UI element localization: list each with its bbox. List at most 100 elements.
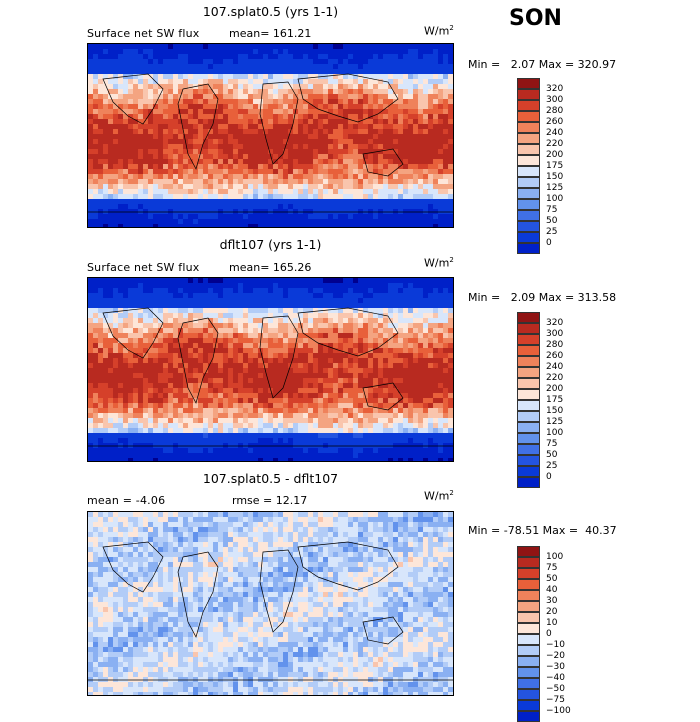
colorbar-swatch — [517, 568, 540, 579]
colorbar-swatch — [517, 433, 540, 444]
colorbar-tick-label: 125 — [546, 418, 563, 427]
colorbar-swatch — [517, 177, 540, 188]
colorbar-tick-label: 150 — [546, 407, 563, 416]
units-label: W/m2 — [424, 256, 454, 270]
colorbar-swatch — [517, 590, 540, 601]
colorbar-tick-label: 0 — [546, 630, 552, 639]
colorbar-swatch — [517, 700, 540, 711]
colorbar-tick-label: 0 — [546, 239, 552, 248]
colorbar-swatch — [517, 546, 540, 557]
colorbar-swatch — [517, 612, 540, 623]
colorbar-swatch — [517, 711, 540, 722]
colorbar-swatch — [517, 210, 540, 221]
colorbar-swatch — [517, 144, 540, 155]
min-max-label: Min = -78.51 Max = 40.37 — [468, 524, 617, 537]
colorbar-swatch — [517, 78, 540, 89]
colorbar-tick-label: 40 — [546, 586, 557, 595]
colorbar-swatch — [517, 623, 540, 634]
colorbar-swatch — [517, 634, 540, 645]
colorbar-tick-label: 30 — [546, 597, 557, 606]
colorbar-swatch — [517, 422, 540, 433]
colorbar-swatch — [517, 188, 540, 199]
map-field — [87, 511, 454, 696]
panel-title: 107.splat0.5 (yrs 1-1) — [87, 4, 454, 19]
colorbar-swatch — [517, 400, 540, 411]
colorbar-swatch — [517, 312, 540, 323]
variable-label: Surface net SW flux — [87, 261, 200, 274]
rmse-label: rmse = 12.17 — [232, 494, 307, 507]
colorbar-swatch — [517, 100, 540, 111]
colorbar-tick-label: 175 — [546, 396, 563, 405]
colorbar-swatch — [517, 645, 540, 656]
colorbar-swatch — [517, 378, 540, 389]
map-field — [87, 277, 454, 462]
colorbar-tick-label: 220 — [546, 374, 563, 383]
colorbar-tick-label: 75 — [546, 564, 557, 573]
map-plot — [88, 44, 453, 227]
colorbar-swatch — [517, 444, 540, 455]
colorbar-tick-label: 75 — [546, 206, 557, 215]
colorbar-swatch — [517, 579, 540, 590]
colorbar-tick-label: 300 — [546, 330, 563, 339]
colorbar-tick-label: 25 — [546, 228, 557, 237]
colorbar-tick-label: 25 — [546, 462, 557, 471]
panel-title: dflt107 (yrs 1-1) — [87, 237, 454, 252]
colorbar-swatch — [517, 334, 540, 345]
colorbar-tick-label: 100 — [546, 429, 563, 438]
colorbar-tick-label: 200 — [546, 385, 563, 394]
panel-title: 107.splat0.5 - dflt107 — [87, 471, 454, 486]
colorbar-swatch — [517, 243, 540, 254]
variable-label: Surface net SW flux — [87, 27, 200, 40]
colorbar-swatch — [517, 166, 540, 177]
colorbar-tick-label: 100 — [546, 195, 563, 204]
colorbar-swatch — [517, 221, 540, 232]
map-plot — [88, 512, 453, 695]
colorbar-swatch — [517, 477, 540, 488]
colorbar-tick-label: 75 — [546, 440, 557, 449]
colorbar-swatch — [517, 601, 540, 612]
min-max-label: Min = 2.07 Max = 320.97 — [468, 58, 616, 71]
mean-label: mean= 161.21 — [229, 27, 311, 40]
colorbar-tick-label: −40 — [546, 674, 565, 683]
colorbar-swatch — [517, 557, 540, 568]
map-plot — [88, 278, 453, 461]
colorbar-swatch — [517, 122, 540, 133]
units-label: W/m2 — [424, 24, 454, 38]
colorbar-swatch — [517, 367, 540, 378]
colorbar-swatch — [517, 89, 540, 100]
colorbar-swatch — [517, 155, 540, 166]
colorbar-tick-label: 220 — [546, 140, 563, 149]
colorbar-tick-label: −30 — [546, 663, 565, 672]
colorbar-tick-label: 200 — [546, 151, 563, 160]
colorbar-tick-label: 175 — [546, 162, 563, 171]
colorbar-swatch — [517, 389, 540, 400]
colorbar-tick-label: 0 — [546, 473, 552, 482]
colorbar-swatch — [517, 111, 540, 122]
colorbar-tick-label: −100 — [546, 707, 571, 716]
colorbar-tick-label: 50 — [546, 451, 557, 460]
colorbar-swatch — [517, 199, 540, 210]
colorbar-tick-label: −10 — [546, 641, 565, 650]
map-field — [87, 43, 454, 228]
colorbar-tick-label: 20 — [546, 608, 557, 617]
colorbar-tick-label: 240 — [546, 363, 563, 372]
colorbar-tick-label: 280 — [546, 341, 563, 350]
colorbar-swatch — [517, 466, 540, 477]
colorbar-tick-label: 125 — [546, 184, 563, 193]
mean-label: mean= 165.26 — [229, 261, 311, 274]
colorbar-tick-label: 260 — [546, 352, 563, 361]
colorbar-tick-label: 320 — [546, 319, 563, 328]
colorbar-tick-label: 50 — [546, 575, 557, 584]
colorbar-tick-label: 100 — [546, 553, 563, 562]
colorbar-swatch — [517, 656, 540, 667]
mean-label: mean = -4.06 — [87, 494, 165, 507]
units-label: W/m2 — [424, 489, 454, 503]
min-max-label: Min = 2.09 Max = 313.58 — [468, 291, 616, 304]
colorbar-swatch — [517, 356, 540, 367]
colorbar-tick-label: 320 — [546, 85, 563, 94]
colorbar-tick-label: 280 — [546, 107, 563, 116]
colorbar-tick-label: −20 — [546, 652, 565, 661]
colorbar-tick-label: 150 — [546, 173, 563, 182]
